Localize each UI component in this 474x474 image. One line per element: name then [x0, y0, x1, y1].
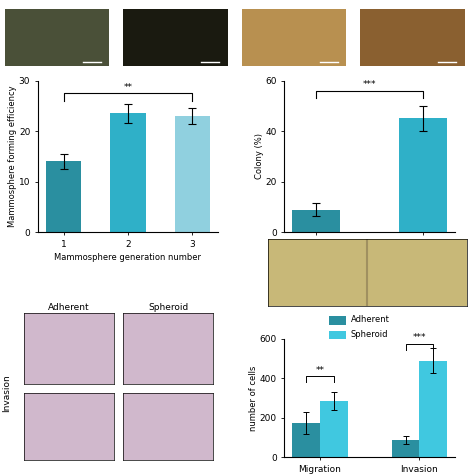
Bar [110, 113, 146, 232]
Text: Adherent: Adherent [351, 316, 390, 324]
Y-axis label: Colony (%): Colony (%) [255, 133, 264, 180]
Bar [174, 116, 210, 232]
Text: Spheroid: Spheroid [351, 330, 388, 338]
Bar [419, 361, 447, 457]
Y-axis label: number of cells: number of cells [249, 365, 258, 431]
Bar [320, 401, 348, 457]
Bar [292, 210, 340, 232]
Bar [292, 423, 320, 457]
Title: Adherent: Adherent [48, 303, 90, 312]
Y-axis label: Mammosphere forming efficiency: Mammosphere forming efficiency [9, 86, 18, 227]
Text: ***: *** [363, 81, 376, 90]
Bar [392, 440, 419, 457]
Text: **: ** [316, 366, 325, 375]
X-axis label: Mammosphere generation number: Mammosphere generation number [55, 253, 201, 262]
Text: Invasion: Invasion [3, 374, 11, 412]
Text: **: ** [124, 83, 132, 92]
Title: Spheroid: Spheroid [148, 303, 188, 312]
Bar [399, 118, 447, 232]
Text: ***: *** [413, 333, 426, 342]
Bar [46, 162, 82, 232]
